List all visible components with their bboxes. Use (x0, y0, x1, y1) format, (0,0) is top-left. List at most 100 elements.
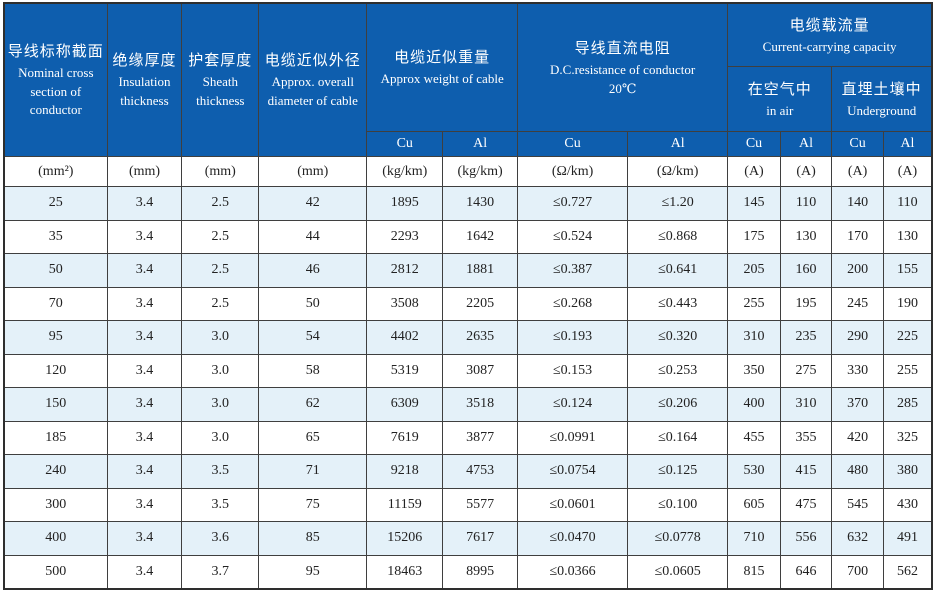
cell: 2812 (366, 253, 444, 288)
spec-table: 导线标称截面 Nominal cross section of conducto… (3, 2, 933, 590)
unit-cell: (Ω/km) (516, 156, 629, 187)
cell: 4402 (366, 320, 444, 355)
cell: 155 (882, 253, 933, 288)
unit-cell: (kg/km) (366, 156, 444, 187)
cell: 310 (779, 387, 833, 422)
cell: 205 (727, 253, 781, 288)
cell: 3.0 (181, 320, 260, 355)
cell: 50 (3, 253, 108, 288)
col-header-resistance-group: 导线直流电阻 D.C.resistance of conductor 20℃ (516, 2, 729, 132)
cell: 275 (779, 353, 833, 388)
cell: ≤0.443 (627, 286, 729, 321)
cell: ≤0.153 (516, 353, 629, 388)
table-row: 400 3.4 3.6 85 15206 7617 ≤0.0470 ≤0.0778 710 556… (3, 521, 933, 556)
cell: 235 (779, 320, 833, 355)
cell: 355 (779, 420, 833, 455)
cell: ≤0.0366 (516, 554, 629, 590)
cell: ≤0.0601 (516, 487, 629, 522)
table-row: 25 3.4 2.5 42 1895 1430 ≤0.727 ≤1.20 145 110 140 11… (3, 186, 933, 221)
cell: ≤0.0605 (627, 554, 729, 590)
cell: 500 (3, 554, 108, 590)
col-header-underground-al: Al (882, 131, 933, 157)
cell: 9218 (366, 454, 444, 489)
cell: ≤0.100 (627, 487, 729, 522)
cell: ≤0.164 (627, 420, 729, 455)
col-header-nominal-section-en: Nominal cross section of conductor (18, 64, 94, 118)
cell: 225 (882, 320, 933, 355)
cell: 562 (882, 554, 933, 590)
cell: 3.6 (181, 521, 260, 556)
unit-cell: (mm) (258, 156, 368, 187)
cell: ≤0.0778 (627, 521, 729, 556)
table-row: 35 3.4 2.5 44 2293 1642 ≤0.524 ≤0.868 175 130 170 1… (3, 219, 933, 254)
cell: 3.5 (181, 487, 260, 522)
cell: 245 (831, 286, 884, 321)
cell: 350 (727, 353, 781, 388)
col-header-resistance-cu: Cu (516, 131, 629, 157)
cell: 11159 (366, 487, 444, 522)
cell: 700 (831, 554, 884, 590)
table-header: 导线标称截面 Nominal cross section of conducto… (3, 2, 933, 187)
cell: 3.4 (106, 487, 183, 522)
col-header-underground-zh: 直埋土壤中 (841, 81, 922, 98)
table-row: 120 3.4 3.0 58 5319 3087 ≤0.153 ≤0.253 350 275 330… (3, 353, 933, 388)
col-header-sheath: 护套厚度 Sheath thickness (181, 2, 260, 157)
cell: 50 (258, 286, 368, 321)
cell: 2635 (442, 320, 518, 355)
cell: 7619 (366, 420, 444, 455)
cell: 120 (3, 353, 108, 388)
cell: 3.4 (106, 186, 183, 221)
unit-cell: (mm²) (3, 156, 108, 187)
cell: 18463 (366, 554, 444, 590)
cell: ≤0.524 (516, 219, 629, 254)
col-header-in-air-en: in air (766, 102, 794, 118)
cell: 3.4 (106, 521, 183, 556)
col-header-weight-zh: 电缆近似重量 (394, 50, 491, 67)
col-header-weight-cu: Cu (366, 131, 444, 157)
cell: 3.0 (181, 420, 260, 455)
cell: 190 (882, 286, 933, 321)
cell: 130 (779, 219, 833, 254)
unit-cell: (mm) (106, 156, 183, 187)
cell: 3518 (442, 387, 518, 422)
cell: 71 (258, 454, 368, 489)
cell: 6309 (366, 387, 444, 422)
col-header-diameter-en: Approx. overall diameter of cable (267, 74, 358, 108)
col-header-underground-cu: Cu (831, 131, 884, 157)
cell: 2.5 (181, 253, 260, 288)
table-row: 300 3.4 3.5 75 11159 5577 ≤0.0601 ≤0.100 605 475 5… (3, 487, 933, 522)
col-header-insulation-en: Insulation thickness (118, 74, 171, 108)
unit-cell: (mm) (181, 156, 260, 187)
cell: 646 (779, 554, 833, 590)
cell: 85 (258, 521, 368, 556)
cell: 370 (831, 387, 884, 422)
cell: 3.4 (106, 554, 183, 590)
cell: 70 (3, 286, 108, 321)
unit-cell: (A) (727, 156, 781, 187)
col-header-resistance-zh: 导线直流电阻 (574, 40, 671, 57)
cell: 3508 (366, 286, 444, 321)
col-header-air-al: Al (779, 131, 833, 157)
cell: 2.5 (181, 219, 260, 254)
cell: 710 (727, 521, 781, 556)
unit-cell: (Ω/km) (627, 156, 729, 187)
cell: 3.4 (106, 353, 183, 388)
cell: ≤0.193 (516, 320, 629, 355)
cell: 240 (3, 454, 108, 489)
table-row: 500 3.4 3.7 95 18463 8995 ≤0.0366 ≤0.0605 815 646… (3, 554, 933, 590)
col-header-diameter-zh: 电缆近似外径 (264, 53, 361, 70)
cell: 46 (258, 253, 368, 288)
cell: 195 (779, 286, 833, 321)
cell: 3.4 (106, 454, 183, 489)
cell: 62 (258, 387, 368, 422)
table-row: 70 3.4 2.5 50 3508 2205 ≤0.268 ≤0.443 255 195 245 1… (3, 286, 933, 321)
col-header-sheath-zh: 护套厚度 (188, 53, 253, 70)
cell: 2.5 (181, 186, 260, 221)
cell: 200 (831, 253, 884, 288)
cell: 330 (831, 353, 884, 388)
cell: ≤1.20 (627, 186, 729, 221)
cell: 491 (882, 521, 933, 556)
cell: 3.4 (106, 320, 183, 355)
cell: 3087 (442, 353, 518, 388)
col-header-diameter: 电缆近似外径 Approx. overall diameter of cable (258, 2, 368, 157)
